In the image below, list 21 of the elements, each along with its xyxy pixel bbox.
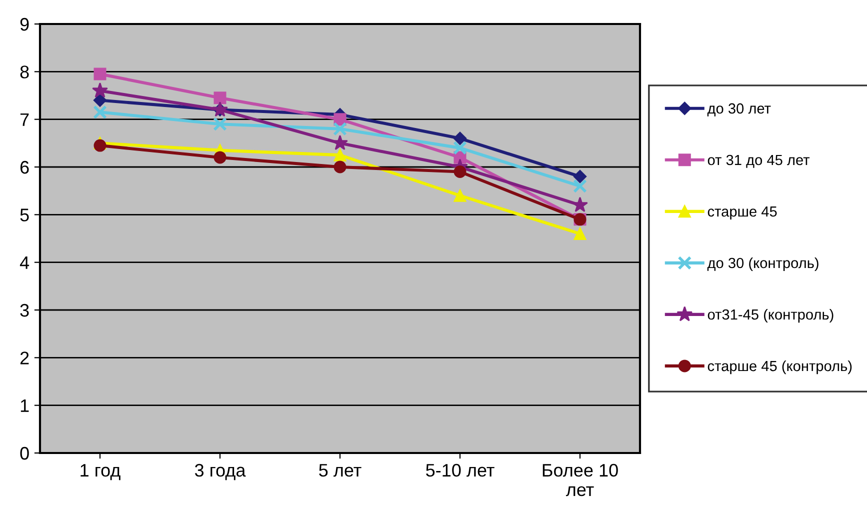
legend-label: старше 45 (контроль) xyxy=(708,360,852,374)
y-tick-label: 7 xyxy=(20,113,29,126)
y-tick-label: 2 xyxy=(20,352,29,364)
legend-label: старше 45 xyxy=(708,206,777,220)
legend-label: от31-45 (контроль) xyxy=(708,308,834,323)
x-tick-label: 5 лет xyxy=(319,464,362,477)
legend-label: до 30 лет xyxy=(707,103,771,116)
y-tick-label: 5 xyxy=(20,208,29,222)
x-tick-label: 1 год xyxy=(80,464,120,480)
y-tick-label: 8 xyxy=(20,66,29,78)
y-tick-label: 3 xyxy=(20,304,29,317)
y-tick-label: 1 xyxy=(20,399,29,412)
y-tick-label: 4 xyxy=(20,256,30,269)
x-tick-label: 3 года xyxy=(194,464,246,480)
x-tick-label: Более 10 лет xyxy=(542,464,618,496)
y-tick-label: 6 xyxy=(20,160,29,174)
y-tick-label: 0 xyxy=(20,446,29,460)
legend-label: от 31 до 45 лет xyxy=(708,154,810,168)
legend-label: до 30 (контроль) xyxy=(707,257,818,272)
y-tick-label: 9 xyxy=(20,18,29,31)
x-tick-label: 5-10 лет xyxy=(426,464,494,477)
